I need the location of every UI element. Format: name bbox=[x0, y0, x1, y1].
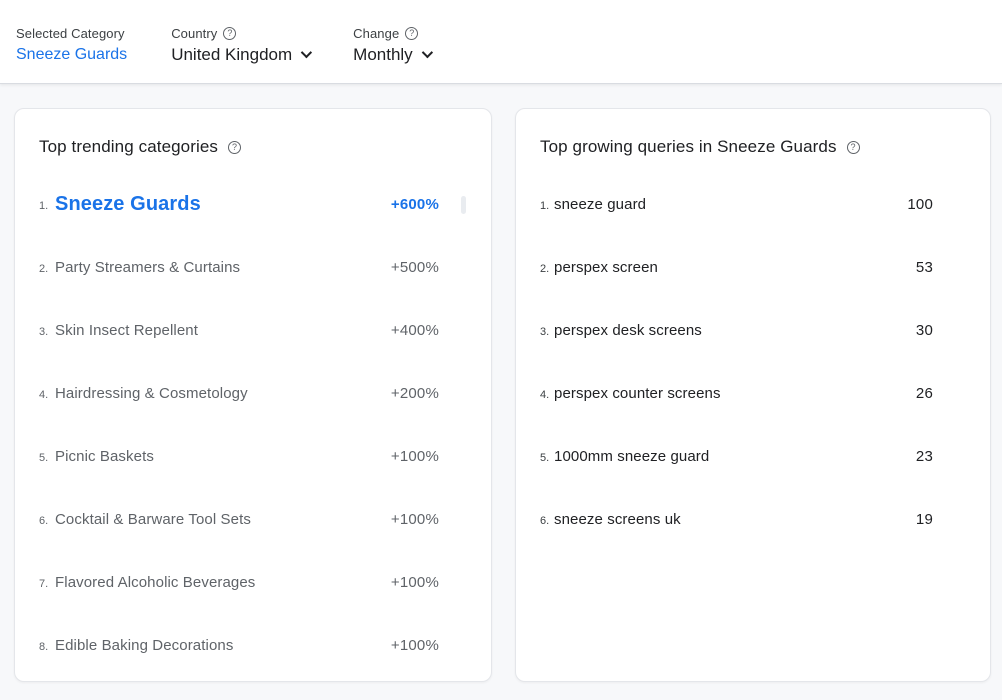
category-change-percent: +500% bbox=[390, 259, 439, 276]
category-name: Flavored Alcoholic Beverages bbox=[55, 574, 256, 591]
query-text: 1000mm sneeze guard bbox=[554, 448, 710, 465]
rank-label: 1. bbox=[39, 199, 49, 212]
category-name: Skin Insect Repellent bbox=[55, 322, 199, 339]
queries-help-icon[interactable]: ? bbox=[846, 140, 860, 154]
rank-label: 6. bbox=[39, 514, 49, 527]
rank-label: 4. bbox=[39, 388, 49, 401]
query-value: 30 bbox=[915, 322, 933, 339]
query-row[interactable]: 2. perspex screen 53 bbox=[540, 236, 942, 299]
query-value: 53 bbox=[915, 259, 933, 276]
queries-card-title-text: Top growing queries in Sneeze Guards bbox=[540, 137, 837, 156]
query-row[interactable]: 1. sneeze guard 100 bbox=[540, 173, 942, 236]
chevron-down-icon bbox=[300, 46, 313, 58]
trending-category-row[interactable]: 2. Party Streamers & Curtains +500% bbox=[39, 236, 439, 299]
change-dropdown-value: Monthly bbox=[353, 45, 413, 64]
trending-category-row[interactable]: 1. Sneeze Guards +600% bbox=[39, 173, 439, 236]
selected-category-label: Selected Category bbox=[16, 26, 125, 41]
query-row[interactable]: 5. 1000mm sneeze guard 23 bbox=[540, 425, 942, 488]
change-filter: Change ? Monthly bbox=[353, 26, 433, 65]
country-filter: Country ? United Kingdom bbox=[171, 26, 313, 65]
category-change-percent: +600% bbox=[390, 196, 439, 213]
change-label-text: Change bbox=[353, 26, 400, 41]
trending-category-row[interactable]: 7. Flavored Alcoholic Beverages +100% bbox=[39, 551, 439, 614]
query-text: perspex counter screens bbox=[554, 385, 721, 402]
category-change-percent: +100% bbox=[390, 637, 439, 654]
rank-label: 4. bbox=[540, 388, 550, 401]
rank-label: 2. bbox=[540, 262, 550, 275]
trending-card-title-text: Top trending categories bbox=[39, 137, 219, 156]
query-value: 19 bbox=[915, 511, 933, 528]
selected-category-filter: Selected Category Sneeze Guards bbox=[16, 26, 127, 64]
change-help-icon[interactable]: ? bbox=[405, 27, 419, 40]
rank-label: 3. bbox=[39, 325, 49, 338]
scrollbar-thumb[interactable] bbox=[461, 196, 466, 214]
category-name: Edible Baking Decorations bbox=[55, 637, 234, 654]
category-change-percent: +100% bbox=[390, 574, 439, 591]
country-dropdown-value: United Kingdom bbox=[171, 45, 293, 64]
dashboard-main: Top trending categories ? 1. Sneeze Guard… bbox=[0, 84, 1002, 700]
trending-help-icon[interactable]: ? bbox=[228, 140, 242, 154]
queries-card-title: Top growing queries in Sneeze Guards ? bbox=[540, 137, 942, 157]
query-text: sneeze screens uk bbox=[554, 511, 681, 528]
query-value: 23 bbox=[915, 448, 933, 465]
query-row[interactable]: 6. sneeze screens uk 19 bbox=[540, 488, 942, 551]
category-name: Hairdressing & Cosmetology bbox=[55, 385, 248, 402]
trending-category-row[interactable]: 6. Cocktail & Barware Tool Sets +100% bbox=[39, 488, 439, 551]
category-name: Cocktail & Barware Tool Sets bbox=[55, 511, 251, 528]
country-label-text: Country bbox=[171, 26, 218, 41]
category-change-percent: +100% bbox=[390, 511, 439, 528]
category-name: Sneeze Guards bbox=[55, 193, 201, 215]
query-text: sneeze guard bbox=[554, 196, 647, 213]
query-text: perspex desk screens bbox=[554, 322, 702, 339]
rank-label: 5. bbox=[540, 451, 550, 464]
country-help-icon[interactable]: ? bbox=[223, 27, 237, 40]
rank-label: 7. bbox=[39, 577, 49, 590]
rank-label: 3. bbox=[540, 325, 550, 338]
rank-label: 1. bbox=[540, 199, 550, 212]
trending-category-row[interactable]: 8. Edible Baking Decorations +100% bbox=[39, 614, 439, 677]
query-text: perspex screen bbox=[554, 259, 658, 276]
country-dropdown[interactable]: United Kingdom bbox=[171, 45, 313, 65]
rank-label: 5. bbox=[39, 451, 49, 464]
category-name: Picnic Baskets bbox=[55, 448, 154, 465]
trending-category-row[interactable]: 3. Skin Insect Repellent +400% bbox=[39, 299, 439, 362]
trending-list: 1. Sneeze Guards +600% 2. Party Streamers & … bbox=[39, 173, 439, 677]
rank-label: 6. bbox=[540, 514, 550, 527]
query-row[interactable]: 4. perspex counter screens 26 bbox=[540, 362, 942, 425]
trending-categories-card: Top trending categories ? 1. Sneeze Guard… bbox=[14, 108, 492, 682]
category-change-percent: +100% bbox=[390, 448, 439, 465]
trending-card-title: Top trending categories ? bbox=[39, 137, 439, 157]
query-value: 100 bbox=[907, 196, 933, 213]
queries-list: 1. sneeze guard 100 2. perspex screen 53 3. per… bbox=[540, 173, 942, 551]
change-label: Change ? bbox=[353, 26, 430, 41]
selected-category-value[interactable]: Sneeze Guards bbox=[16, 46, 128, 63]
category-change-percent: +200% bbox=[390, 385, 439, 402]
country-label: Country ? bbox=[171, 26, 309, 41]
filter-bar: Selected Category Sneeze Guards Country … bbox=[0, 0, 1002, 84]
rank-label: 2. bbox=[39, 262, 49, 275]
category-name: Party Streamers & Curtains bbox=[55, 259, 241, 276]
query-row[interactable]: 3. perspex desk screens 30 bbox=[540, 299, 942, 362]
trending-category-row[interactable]: 4. Hairdressing & Cosmetology +200% bbox=[39, 362, 439, 425]
trending-category-row[interactable]: 5. Picnic Baskets +100% bbox=[39, 425, 439, 488]
category-change-percent: +400% bbox=[390, 322, 439, 339]
chevron-down-icon bbox=[421, 46, 433, 58]
growing-queries-card: Top growing queries in Sneeze Guards ? 1… bbox=[515, 108, 991, 682]
query-value: 26 bbox=[915, 385, 933, 402]
change-dropdown[interactable]: Monthly bbox=[353, 45, 433, 65]
rank-label: 8. bbox=[39, 640, 49, 653]
